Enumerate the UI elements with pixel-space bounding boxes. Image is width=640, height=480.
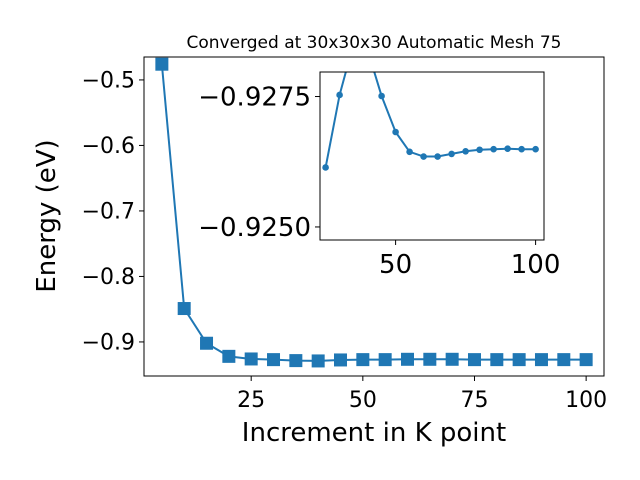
main-y-tick-label: −0.7 bbox=[82, 200, 135, 225]
inset-axes: 50 100 −0.9275 −0.9250 bbox=[198, 71, 560, 280]
main-data-point bbox=[311, 354, 325, 368]
main-ticks: 25 50 75 100 −0.5 −0.6 −0.7 −0.8 −0.9 bbox=[82, 69, 608, 413]
inset-data-point bbox=[532, 145, 539, 153]
inset-data-point bbox=[504, 145, 511, 152]
inset-data-point bbox=[462, 148, 469, 155]
main-data-point bbox=[222, 349, 236, 363]
main-data-point bbox=[467, 353, 481, 367]
inset-data-point bbox=[490, 145, 497, 153]
inset-plot-frame bbox=[319, 71, 545, 241]
main-x-tick-label: 25 bbox=[237, 388, 265, 413]
main-data-point bbox=[512, 353, 526, 367]
inset-data-point bbox=[476, 146, 483, 154]
inset-series bbox=[322, 72, 539, 171]
x-axis-label: Increment in K point bbox=[242, 418, 506, 448]
main-data-point bbox=[557, 353, 571, 367]
inset-data-point bbox=[406, 148, 413, 156]
main-data-point bbox=[579, 353, 593, 367]
main-data-point bbox=[244, 352, 258, 366]
main-series bbox=[155, 57, 593, 368]
y-axis-label: Energy (eV) bbox=[32, 139, 62, 292]
main-y-tick-label: −0.5 bbox=[82, 69, 135, 94]
main-data-point bbox=[356, 353, 370, 367]
inset-y-tick-label: −0.9275 bbox=[198, 83, 311, 113]
main-y-tick-label: −0.8 bbox=[82, 265, 135, 290]
inset-x-tick-label: 100 bbox=[511, 250, 561, 280]
main-data-point bbox=[378, 353, 392, 367]
main-data-point bbox=[334, 353, 348, 367]
inset-ticks: 50 100 −0.9275 −0.9250 bbox=[198, 83, 560, 280]
inset-data-point bbox=[322, 164, 329, 171]
inset-series-line bbox=[324, 72, 536, 168]
main-x-tick-label: 100 bbox=[565, 388, 607, 413]
main-data-point bbox=[155, 57, 169, 71]
main-data-point bbox=[289, 354, 303, 368]
main-data-point bbox=[490, 353, 504, 367]
main-data-point bbox=[267, 353, 281, 367]
inset-data-point bbox=[336, 91, 343, 99]
inset-data-point bbox=[448, 150, 455, 158]
inset-data-point bbox=[392, 128, 399, 136]
main-data-point bbox=[200, 336, 214, 350]
main-y-tick-label: −0.9 bbox=[82, 331, 135, 356]
main-data-point bbox=[400, 352, 414, 366]
main-axes: Converged at 30x30x30 Automatic Mesh 75 … bbox=[32, 33, 607, 448]
main-data-point bbox=[534, 353, 548, 367]
inset-data-point bbox=[378, 92, 385, 100]
main-data-point bbox=[177, 302, 191, 316]
main-x-tick-label: 50 bbox=[349, 388, 377, 413]
main-data-point bbox=[445, 352, 459, 366]
inset-y-tick-label: −0.9250 bbox=[198, 213, 311, 243]
inset-data-point bbox=[420, 153, 427, 160]
inset-data-point bbox=[434, 153, 441, 160]
main-data-point bbox=[423, 352, 437, 366]
chart-title: Converged at 30x30x30 Automatic Mesh 75 bbox=[187, 33, 562, 53]
inset-data-point bbox=[518, 145, 525, 153]
main-plot-frame bbox=[143, 56, 605, 377]
main-x-tick-label: 75 bbox=[460, 388, 488, 413]
inset-x-tick-label: 50 bbox=[379, 250, 412, 280]
main-y-tick-label: −0.6 bbox=[82, 134, 135, 159]
